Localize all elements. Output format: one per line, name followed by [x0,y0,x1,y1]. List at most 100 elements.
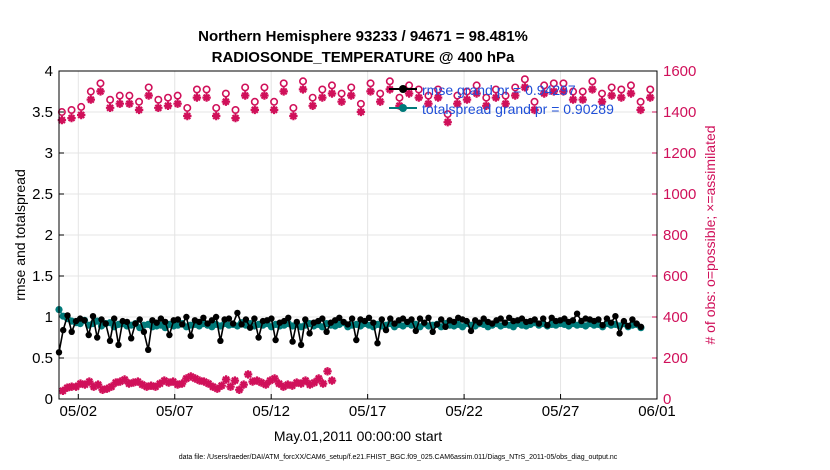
nobs-assimilated-point [58,386,68,395]
rmse-point [319,315,326,322]
y-right-tick-label: 1400 [663,104,696,121]
rmse-point [370,319,377,326]
nobs-assimilated-point [356,107,366,117]
nobs-possible-point [270,97,279,106]
rmse-point [463,317,470,325]
nobs-possible-point [106,95,115,104]
nobs-assimilated-point [288,381,297,390]
nobs-assimilated-point [453,99,462,108]
nobs-possible-point [154,95,163,104]
nobs-assimilated-point [482,101,491,110]
nobs-possible-point [279,79,288,88]
rmse-point [438,316,445,323]
nobs-assimilated-point [327,376,337,385]
nobs-possible-point [173,91,182,100]
rmse-point [353,336,360,344]
nobs-assimilated-point [347,91,356,100]
nobs-series-3 [67,77,655,115]
rmse-point [89,313,97,320]
nobs-assimilated-point [248,377,257,386]
nobs-assimilated-point [120,375,129,384]
rmse-point [302,316,309,323]
rmse-point [429,328,436,335]
nobs-assimilated-point [125,99,134,108]
nobs-assimilated-point [568,95,578,104]
nobs-possible-point [318,85,327,94]
y-left-tick-label: 1.5 [32,268,53,285]
nobs-assimilated-point [67,113,76,123]
rmse-point [293,318,300,326]
rmse-point [272,336,279,344]
nobs-assimilated-point [155,379,165,388]
rmse-point [607,319,615,326]
nobs-assimilated-point [559,87,568,96]
nobs-possible-point [578,87,587,96]
x-tick-label: 06/01 [638,403,676,420]
rmse-point [106,337,114,344]
rmse-point [569,317,577,324]
rmse-point [306,330,313,337]
nobs-assimilated-point [96,87,105,96]
nobs-assimilated-point [443,118,452,127]
nobs-possible-point [607,83,616,92]
rmse-point [115,341,122,349]
y-left-tick-label: 3.5 [32,104,53,121]
nobs-assimilated-point [133,377,143,386]
nobs-assimilated-point [71,382,81,391]
nobs-possible-point [289,103,298,112]
nobs-assimilated-point [305,380,315,389]
rmse-point [268,315,275,322]
nobs-assimilated-point [183,111,192,121]
rmse-point [111,315,118,322]
nobs-possible-point [520,75,529,84]
nobs-assimilated-point [549,87,558,96]
rmse-point [162,318,169,326]
nobs-assimilated-point [626,89,636,98]
rmse-point [573,310,581,317]
rmse-point [501,319,509,326]
nobs-possible-point [308,93,317,102]
nobs-assimilated-point [199,377,209,386]
rmse-point [624,322,632,330]
nobs-assimilated-point [404,89,414,98]
rmse-point [620,317,628,325]
nobs-assimilated-point [279,382,288,391]
rmse-point [217,337,224,344]
nobs-assimilated-point [177,379,187,388]
data-series [55,75,655,395]
rmse-point [183,313,190,321]
nobs-assimilated-point [607,91,616,100]
rmse-point [229,320,237,327]
rmse-point [382,326,390,334]
nobs-possible-point [395,93,404,102]
nobs-assimilated-point [57,115,67,125]
legend: rmse grand pr = 0.94297 totalspread gran… [389,82,614,117]
rmse-point [412,327,419,335]
nobs-assimilated-point [213,384,222,393]
rmse-point [81,317,88,324]
nobs-assimilated-point [511,91,520,100]
nobs-assimilated-point [202,93,211,102]
nobs-assimilated-point [168,377,178,386]
rmse-point [179,321,186,328]
plot-frame [58,70,658,400]
nobs-assimilated-point [257,378,266,387]
legend-rmse-marker [399,85,407,93]
rmse-point [535,320,543,327]
x-tick-label: 05/27 [542,403,580,420]
rmse-point [212,313,220,321]
nobs-assimilated-point [414,93,423,102]
nobs-possible-point [549,79,558,88]
rmse-point [242,316,250,323]
nobs-possible-point [250,97,259,106]
nobs-assimilated-point [191,374,200,383]
nobs-possible-point [202,85,211,94]
nobs-possible-point [347,83,356,92]
nobs-assimilated-point [296,379,306,388]
x-tick-label: 05/07 [156,403,194,420]
nobs-assimilated-point [173,380,182,389]
nobs-series-2 [57,75,645,119]
nobs-assimilated-point [241,91,250,100]
nobs-assimilated-point [86,95,95,104]
nobs-assimilated-point [243,370,253,379]
